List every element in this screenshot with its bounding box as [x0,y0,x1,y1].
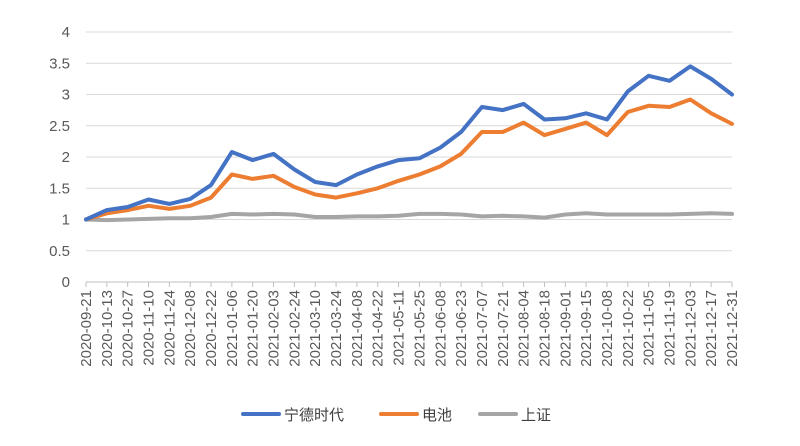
x-tick-label: 2021-11-05 [641,290,658,366]
legend-label: 宁德时代 [284,406,344,424]
x-tick-label: 2021-06-23 [453,290,470,367]
x-tick-label: 2021-09-15 [578,290,595,367]
x-tick-label: 2021-01-20 [245,290,262,367]
x-tick-label: 2021-07-21 [495,290,512,367]
x-tick-label: 2021-06-08 [432,290,449,367]
y-tick-label: 3 [62,87,70,104]
y-tick-label: 1.5 [49,180,70,197]
y-tick-label: 4 [62,24,70,41]
x-tick-label: 2021-08-18 [536,290,553,367]
x-tick-label: 2021-07-07 [474,290,491,367]
x-tick-label: 2021-10-22 [620,290,637,367]
y-tick-label: 0.5 [49,243,70,260]
x-tick-label: 2021-10-08 [599,290,616,367]
x-tick-label: 2021-08-04 [516,290,533,367]
x-tick-label: 2021-02-03 [266,290,283,367]
gridlines [86,31,732,283]
x-tick-label: 2021-12-17 [703,290,720,367]
series-line [84,64,734,222]
series-line [84,97,734,222]
y-axis: 0 0.5 1 1.5 2 2.5 3 3.5 4 [49,24,70,291]
x-tick-label: 2020-10-27 [120,290,137,367]
x-tick-label: 2021-04-22 [370,290,387,367]
x-tick-label: 2021-03-10 [307,290,324,367]
x-tick-label: 2020-10-13 [99,290,116,367]
x-tick-label: 2021-04-08 [349,290,366,367]
x-tick-label: 2020-11-24 [161,290,178,366]
x-tick-label: 2021-05-11 [391,290,408,366]
x-axis: 2020-09-21 2020-10-13 2020-10-27 2020-11-10… [78,282,741,367]
x-tick-label: 2021-05-25 [411,290,428,367]
y-tick-label: 3.5 [49,55,70,72]
x-tick-label: 2020-12-22 [203,290,220,367]
plot-area [84,64,734,223]
x-tick-label: 2021-02-24 [286,290,303,367]
legend: 宁德时代 电池 上证 [241,406,551,424]
x-tick-label: 2021-09-01 [557,290,574,367]
x-tick-label: 2020-12-08 [182,290,199,367]
y-tick-label: 2.5 [49,118,70,135]
y-tick-label: 2 [62,149,70,166]
x-tick-label: 2020-09-21 [78,290,95,367]
x-tick-label: 2021-12-31 [724,290,741,367]
legend-label: 电池 [422,406,452,424]
legend-label: 上证 [521,406,551,424]
x-tick-label: 2021-11-19 [661,290,678,366]
y-tick-label: 0 [62,274,70,291]
x-tick-label: 2021-03-24 [328,290,345,367]
x-tick-label: 2021-01-06 [224,290,241,367]
x-tick-label: 2020-11-10 [141,290,158,366]
series-line [84,211,734,223]
x-tick-label: 2021-12-03 [682,290,699,367]
y-tick-label: 1 [62,212,70,229]
